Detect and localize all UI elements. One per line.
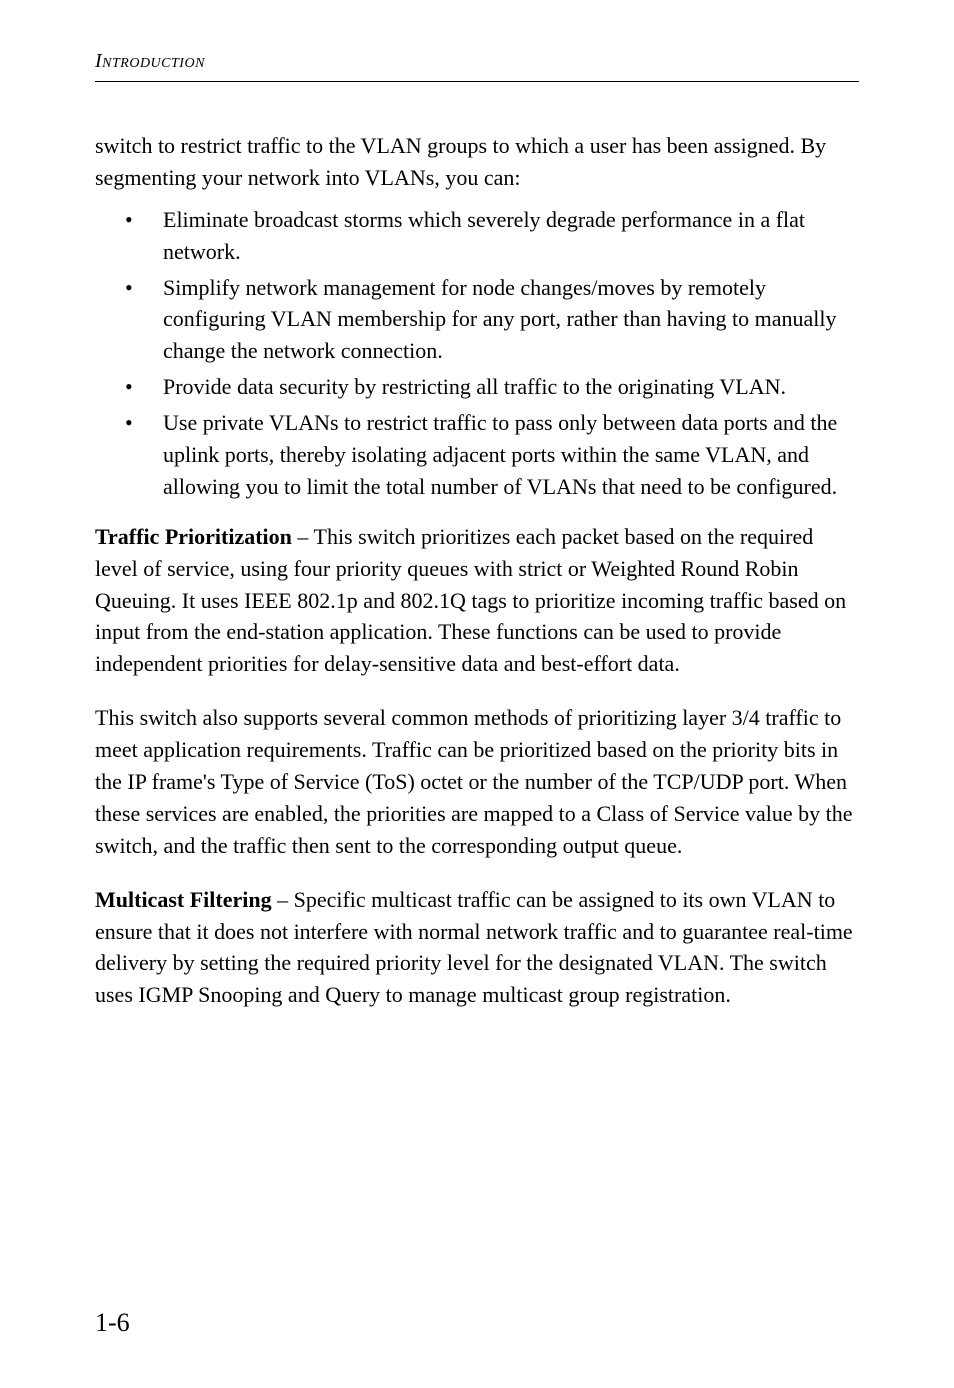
intro-paragraph: switch to restrict traffic to the VLAN g… — [95, 130, 859, 194]
list-item: Provide data security by restricting all… — [95, 371, 859, 403]
list-item: Use private VLANs to restrict traffic to… — [95, 407, 859, 503]
traffic-paragraph-2: This switch also supports several common… — [95, 702, 859, 861]
multicast-filtering-paragraph: Multicast Filtering – Specific multicast… — [95, 884, 859, 1012]
running-head: Introduction — [95, 50, 859, 73]
page-container: Introduction switch to restrict traffic … — [0, 0, 954, 1388]
list-item: Simplify network management for node cha… — [95, 272, 859, 368]
traffic-prioritization-paragraph: Traffic Prioritization – This switch pri… — [95, 521, 859, 680]
page-number: 1-6 — [95, 1308, 130, 1338]
list-item: Eliminate broadcast storms which severel… — [95, 204, 859, 268]
multicast-filtering-label: Multicast Filtering — [95, 887, 272, 912]
head-rule — [95, 81, 859, 82]
vlan-bullet-list: Eliminate broadcast storms which severel… — [95, 204, 859, 503]
traffic-prioritization-label: Traffic Prioritization — [95, 524, 292, 549]
